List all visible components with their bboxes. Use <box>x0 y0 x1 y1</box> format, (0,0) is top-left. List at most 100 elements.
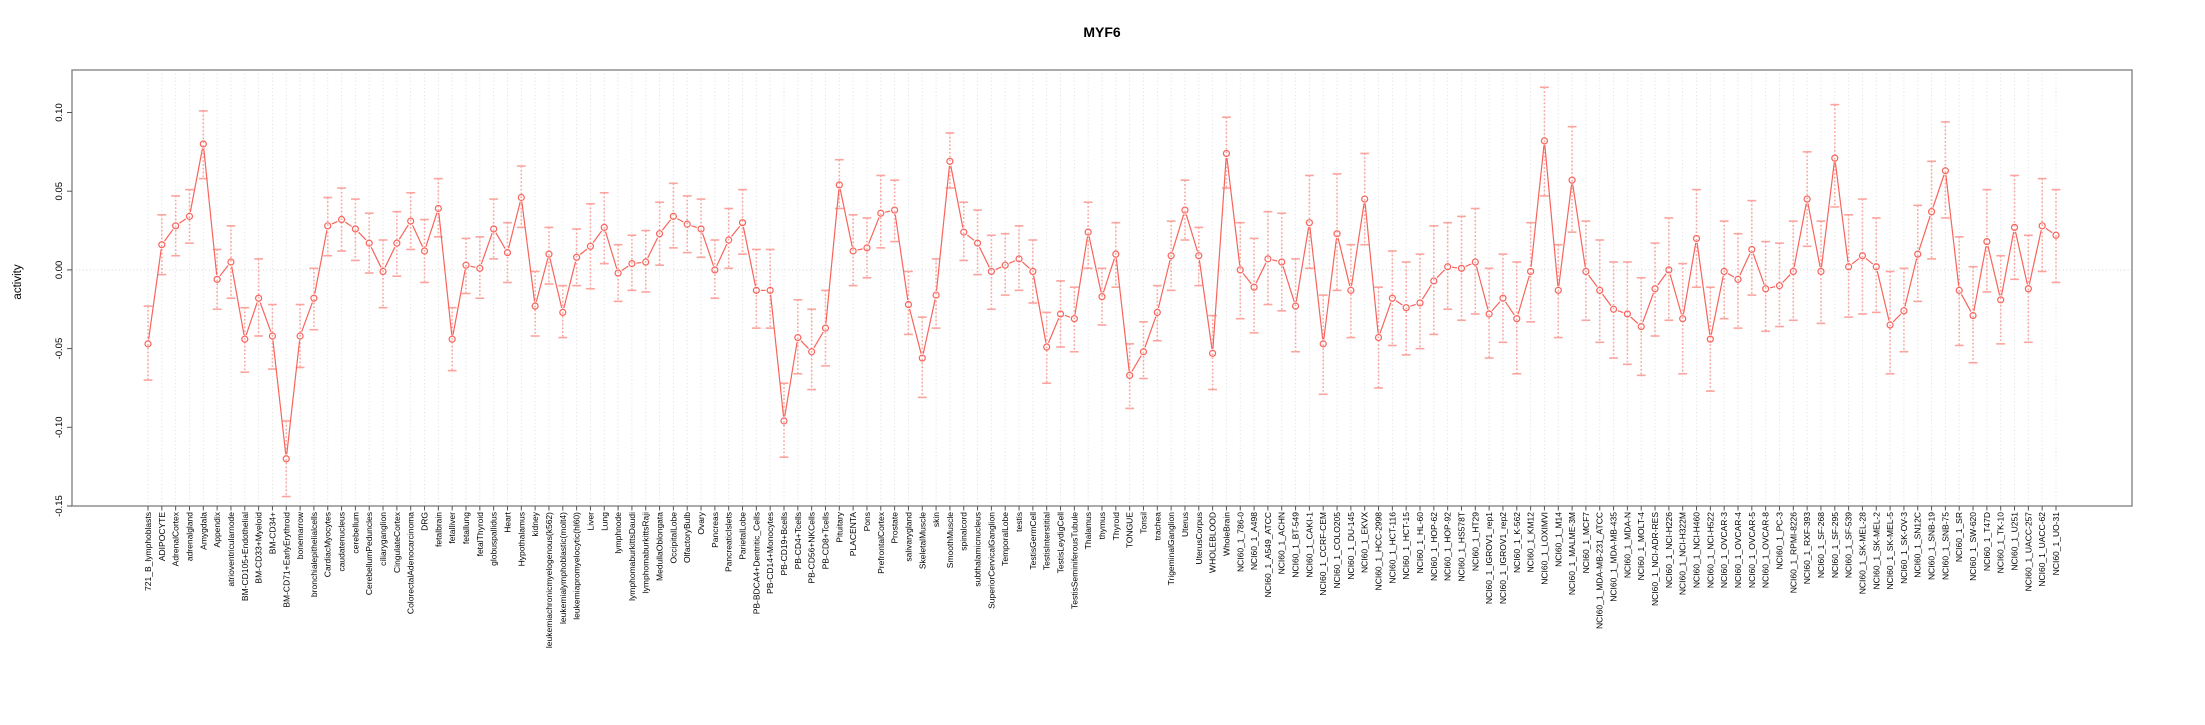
x-tick-label: NCI60_1_K-562 <box>1512 512 1522 573</box>
data-point <box>158 241 166 249</box>
data-point <box>1983 237 1991 246</box>
series-segment <box>259 302 272 332</box>
x-tick-label: MedullaOblongata <box>655 512 665 581</box>
x-tick-label: caudatenucleus <box>337 512 347 572</box>
data-point <box>752 286 760 294</box>
x-tick-label: NCI60_1_SF-268 <box>1816 512 1826 578</box>
data-point <box>1416 299 1424 307</box>
data-point <box>1001 261 1009 269</box>
series-segment <box>1987 245 2001 296</box>
x-tick-label: CingulateCortex <box>392 511 402 573</box>
data-point <box>1900 307 1908 315</box>
data-point <box>448 335 456 343</box>
data-point <box>1098 293 1106 301</box>
x-tick-label: NCI60_1_MCF7 <box>1581 512 1591 574</box>
series-segment <box>1379 302 1392 334</box>
series-segment <box>1710 275 1724 335</box>
series-segment <box>1088 236 1102 293</box>
series-segment <box>950 165 964 228</box>
x-tick-label: NCI60_1_SK-MEL-5 <box>1885 512 1895 590</box>
data-point <box>1651 285 1659 293</box>
data-point <box>1209 349 1217 357</box>
x-tick-label: NCI60_1_SN12C <box>1913 512 1923 578</box>
data-point <box>1499 294 1507 302</box>
x-tick-label: NCI60_1_CCRF-CEM <box>1318 512 1328 596</box>
data-point <box>1734 275 1742 283</box>
series-segment <box>908 308 922 354</box>
series-segment <box>1793 203 1807 268</box>
x-tick-label: skin <box>931 512 941 527</box>
data-point <box>1264 255 1272 263</box>
y-tick-label: 0.00 <box>54 261 65 280</box>
x-tick-label: kidney <box>530 511 540 536</box>
data-point <box>545 250 553 258</box>
data-point <box>144 340 152 348</box>
data-point <box>1886 321 1894 329</box>
series-segment <box>1807 203 1821 268</box>
data-point <box>1291 302 1300 310</box>
series-segment <box>1452 266 1458 269</box>
x-tick-label: NCI60_1_SNB-19 <box>1927 512 1937 580</box>
series-segment <box>1475 266 1489 310</box>
series-segment <box>412 224 424 248</box>
data-point <box>780 417 788 425</box>
data-point <box>1153 308 1161 316</box>
data-point <box>1582 267 1590 276</box>
data-point <box>393 239 401 247</box>
x-tick-label: NCI60_1_HCT-116 <box>1387 512 1397 584</box>
x-tick-label: Pituitary <box>834 511 844 542</box>
x-tick-label: SkeletalMuscle <box>917 512 927 569</box>
x-tick-label: TrigeminalGanglion <box>1166 512 1176 586</box>
x-tick-label: subthalamicnucleus <box>973 512 983 587</box>
series-segment <box>163 229 174 242</box>
x-tick-label: atrioventricularnode <box>226 512 236 587</box>
x-tick-label: cerebellum <box>350 512 360 554</box>
x-tick-label: NCI60_1_SNB-75 <box>1940 512 1950 580</box>
data-point <box>1444 263 1452 271</box>
data-point <box>476 264 484 272</box>
x-tick-label: NCI60_1_SW-620 <box>1968 512 1978 581</box>
series-segment <box>839 189 853 247</box>
series-segment <box>813 331 824 349</box>
data-point <box>1222 149 1231 158</box>
x-tick-label: BM-CD105+Endothelial <box>240 512 250 601</box>
data-point <box>1596 286 1604 294</box>
series-segment <box>272 340 287 455</box>
x-tick-label: NCI60_1_HS578T <box>1456 512 1466 581</box>
x-tick-label: spinalcord <box>959 512 969 551</box>
data-point <box>1167 252 1175 260</box>
data-point <box>559 308 567 316</box>
data-point <box>1775 282 1784 290</box>
x-tick-label: SmoothMuscle <box>945 512 955 568</box>
series-segment <box>286 340 301 455</box>
x-tick-label: NCI60_1_HOP-62 <box>1429 512 1439 581</box>
x-tick-label: Amygdala <box>198 512 208 550</box>
series-segment <box>647 237 659 259</box>
data-point <box>1305 219 1313 227</box>
data-point <box>407 217 415 225</box>
series-segment <box>219 265 229 277</box>
data-point <box>1540 137 1549 145</box>
data-point <box>725 236 733 244</box>
x-tick-label: OccipitalLobe <box>668 512 678 564</box>
data-point <box>1762 285 1770 293</box>
x-tick-label: NCI60_1_SK-MEL-28 <box>1857 512 1867 594</box>
x-tick-label: PLACENTA <box>848 512 858 557</box>
series-segment <box>691 225 697 229</box>
x-tick-label: thymus <box>1097 512 1107 539</box>
data-point <box>1858 252 1867 260</box>
series-segment <box>1021 261 1030 269</box>
series-segment <box>1272 259 1278 262</box>
x-tick-label: NCI60_1_OVCAR-4 <box>1733 512 1743 588</box>
series-segment <box>604 231 618 269</box>
x-tick-label: lymphnode <box>613 512 623 554</box>
data-point <box>1997 296 2005 304</box>
data-point <box>1374 333 1383 342</box>
x-tick-label: NCI60_1_SK-MEL-2 <box>1871 512 1881 590</box>
x-tick-label: NCI60_1_UACC-257 <box>2023 512 2033 592</box>
x-tick-label: UterusCorpus <box>1194 512 1204 564</box>
series-segment <box>189 148 204 213</box>
data-point <box>1485 310 1493 318</box>
data-point <box>877 209 885 217</box>
data-point <box>1084 228 1092 236</box>
